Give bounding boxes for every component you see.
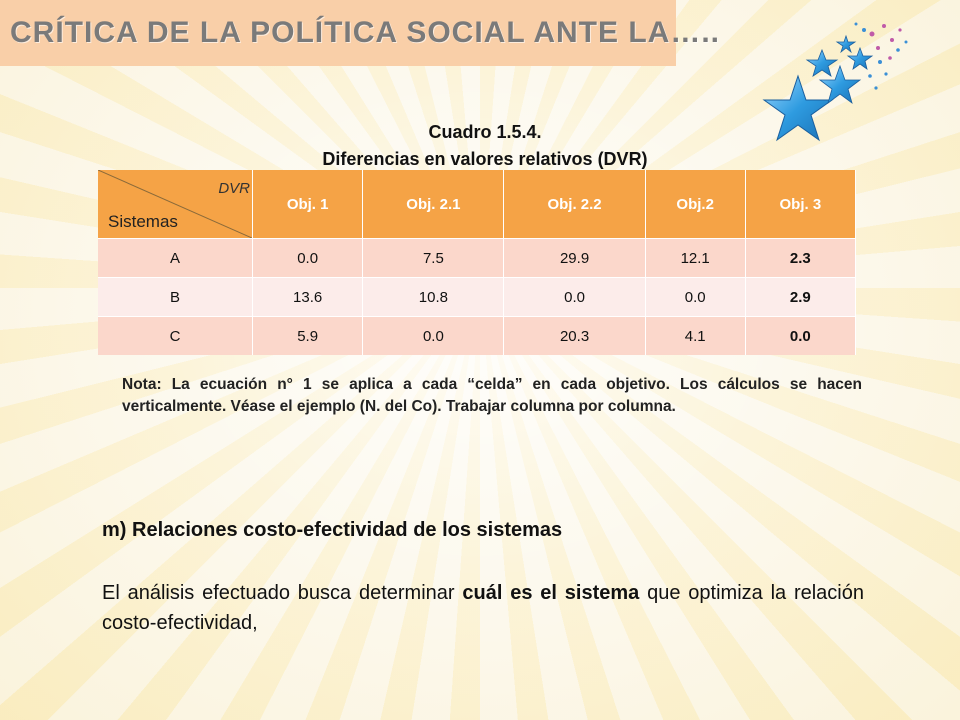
column-header: Obj. 1 <box>252 170 364 239</box>
table-cell: 0.0 <box>645 277 746 317</box>
table-cell: 0.0 <box>745 316 857 355</box>
table-cell: 0.0 <box>252 238 364 278</box>
table-cell: 13.6 <box>252 277 364 317</box>
column-header: Obj. 3 <box>745 170 857 239</box>
table-cell: 4.1 <box>645 316 746 355</box>
table-cell: 0.0 <box>503 277 646 317</box>
column-header: Obj. 2.2 <box>503 170 646 239</box>
table-row: B 13.6 10.8 0.0 0.0 2.9 <box>98 277 857 317</box>
body-paragraph: El análisis efectuado busca determinar c… <box>102 578 864 638</box>
row-label: C <box>98 316 253 355</box>
diagonal-line <box>98 170 252 238</box>
table-cell: 0.0 <box>362 316 505 355</box>
table-caption-title: Diferencias en valores relativos (DVR) <box>322 149 648 169</box>
table-cell: 5.9 <box>252 316 364 355</box>
table-cell: 2.3 <box>745 238 857 278</box>
table-cell: 12.1 <box>645 238 746 278</box>
slide-title: CRÍTICA DE LA POLÍTICA SOCIAL ANTE LA….. <box>10 16 720 49</box>
stars-decoration-icon <box>762 22 908 142</box>
table-corner-cell: DVR Sistemas <box>98 170 253 239</box>
table-row: A 0.0 7.5 29.9 12.1 2.3 <box>98 238 857 278</box>
table-cell: 20.3 <box>503 316 646 355</box>
table-cell: 10.8 <box>362 277 505 317</box>
row-label: B <box>98 277 253 317</box>
table-row: C 5.9 0.0 20.3 4.1 0.0 <box>98 316 857 355</box>
paragraph-text-start: El análisis efectuado busca determinar <box>102 582 463 604</box>
corner-label-sistemas: Sistemas <box>108 212 178 231</box>
table-caption-number: Cuadro 1.5.4. <box>428 122 542 142</box>
star-large <box>762 74 834 142</box>
paragraph-text-end: que optimiza la relación costo-efectivid… <box>102 582 864 634</box>
dvr-table: DVR Sistemas Obj. 1 Obj. 2.1 Obj. 2.2 Ob… <box>98 170 857 355</box>
table-cell: 2.9 <box>745 277 857 317</box>
section-heading: m) Relaciones costo-efectividad de los s… <box>102 519 563 541</box>
table-note: Nota: La ecuación n° 1 se aplica a cada … <box>122 376 862 415</box>
table-cell: 29.9 <box>503 238 646 278</box>
paragraph-text-bold: cuál es el sistema <box>462 582 640 604</box>
row-label: A <box>98 238 253 278</box>
table-header-row: DVR Sistemas Obj. 1 Obj. 2.1 Obj. 2.2 Ob… <box>98 170 857 239</box>
column-header: Obj.2 <box>645 170 746 239</box>
title-band: CRÍTICA DE LA POLÍTICA SOCIAL ANTE LA….. <box>0 0 719 66</box>
table-cell: 7.5 <box>362 238 505 278</box>
corner-label-dvr: DVR <box>218 180 250 197</box>
column-header: Obj. 2.1 <box>362 170 505 239</box>
